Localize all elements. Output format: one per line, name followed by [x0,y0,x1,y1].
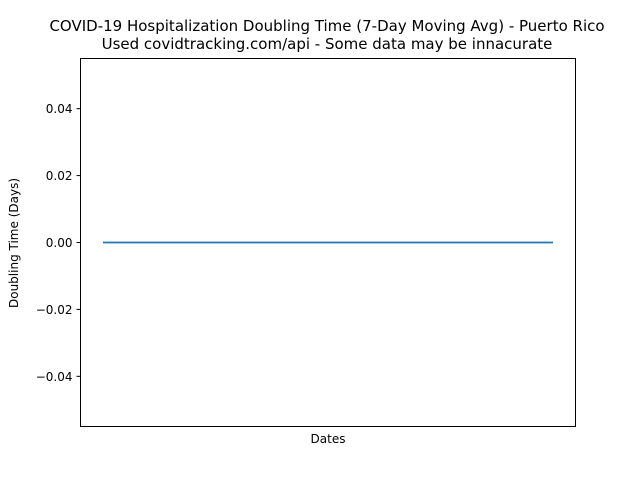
chart-subtitle: Used covidtracking.com/api - Some data m… [102,35,553,53]
x-axis-label: Dates [311,432,346,446]
y-tick-label: 0.04 [46,102,73,116]
y-tick-label: 0.02 [46,169,73,183]
y-tick-label: 0.00 [46,236,73,250]
y-tick-label: −0.04 [36,370,73,384]
y-axis-label: Doubling Time (Days) [7,178,21,308]
y-tick-label: −0.02 [36,303,73,317]
chart-title: COVID-19 Hospitalization Doubling Time (… [49,17,604,35]
